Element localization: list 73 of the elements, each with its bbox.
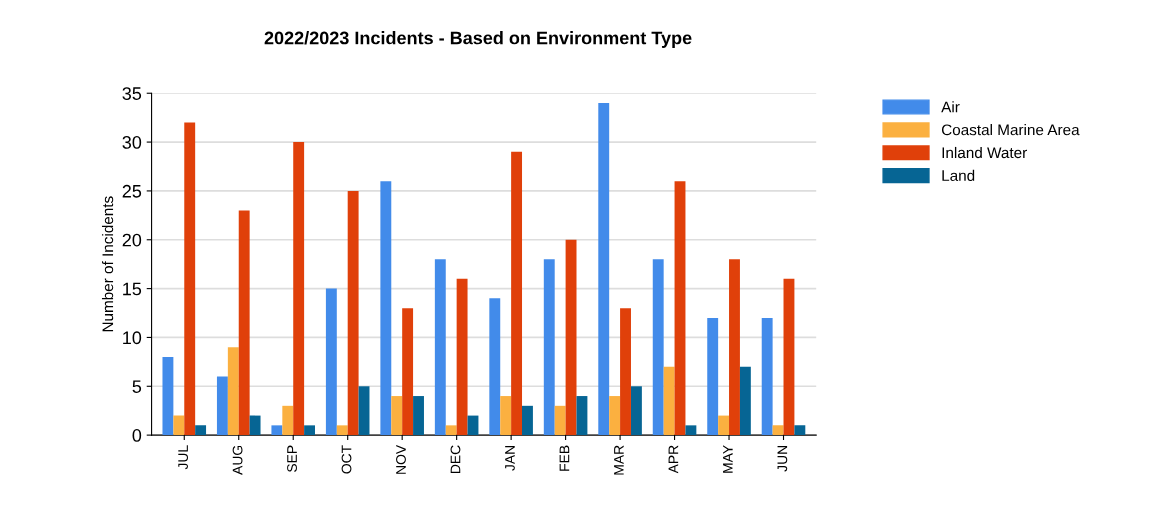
bar: [543, 259, 555, 436]
x-tick-label: MAR: [614, 445, 624, 475]
bar: [402, 308, 414, 436]
bar: [293, 142, 305, 436]
bar: [598, 103, 610, 436]
bar: [325, 288, 337, 436]
bar: [522, 405, 533, 436]
bar: [663, 366, 675, 436]
y-axis-title: Number of Incidents: [101, 196, 114, 332]
y-tick-label: 10: [123, 331, 142, 345]
bar: [195, 425, 207, 436]
bar: [652, 259, 664, 436]
x-tick-label: JUN: [777, 445, 788, 472]
bar: [609, 396, 621, 436]
bar: [358, 386, 370, 436]
legend-label: Air: [941, 101, 960, 113]
bar: [729, 259, 740, 436]
bar: [685, 425, 697, 436]
bar: [216, 376, 228, 436]
bar: [347, 190, 359, 436]
x-tick-label: JAN: [505, 445, 515, 471]
bar: [739, 366, 751, 436]
bar: [162, 356, 174, 436]
bar: [304, 425, 316, 436]
bar: [227, 347, 239, 436]
bar: [620, 308, 631, 436]
bar: [630, 386, 642, 436]
bar: [282, 405, 294, 436]
bar: [173, 415, 185, 436]
x-tick-label: AUG: [232, 445, 243, 475]
bar: [761, 317, 773, 436]
bar: [184, 122, 196, 436]
y-tick-label: 35: [122, 87, 142, 100]
bar: [380, 181, 392, 436]
x-tick-label: OCT: [341, 445, 352, 474]
x-tick-label: NOV: [396, 444, 406, 474]
y-tick-label: 15: [123, 282, 142, 296]
bar: [794, 425, 806, 436]
bar: [336, 425, 348, 436]
bar: [238, 210, 250, 436]
y-tick-label: 0: [132, 429, 142, 442]
bar: [445, 425, 457, 436]
y-tick-label: 30: [122, 136, 142, 149]
x-tick-label: JUL: [178, 445, 188, 470]
bar: [718, 415, 730, 436]
bar: [674, 181, 686, 436]
chart-title: 2022/2023 Incidents - Based on Environment Type: [264, 31, 692, 48]
x-tick-label: APR: [668, 445, 679, 474]
legend-label: Land: [942, 169, 975, 182]
bar: [413, 396, 424, 436]
bar: [500, 396, 512, 436]
legend-label: Coastal Marine Area: [941, 124, 1080, 136]
bar: [576, 396, 588, 436]
bar: [707, 317, 719, 436]
x-tick-label: FEB: [559, 445, 570, 471]
x-tick-label: MAY: [723, 445, 733, 473]
y-tick-label: 20: [122, 233, 142, 247]
legend-label: Inland Water: [942, 146, 1027, 159]
bar: [511, 151, 523, 436]
bar: [271, 425, 283, 436]
bar: [489, 298, 501, 436]
x-tick-label: SEP: [287, 445, 297, 472]
y-tick-label: 25: [122, 184, 142, 198]
bar: [554, 405, 566, 436]
bar: [772, 425, 784, 436]
x-tick-label: DEC: [450, 445, 461, 474]
y-tick-label: 5: [132, 380, 142, 393]
bar: [249, 415, 261, 436]
bar: [456, 278, 468, 436]
bar: [783, 278, 795, 436]
bar: [565, 239, 577, 436]
bar: [391, 396, 403, 436]
bar: [434, 259, 446, 436]
